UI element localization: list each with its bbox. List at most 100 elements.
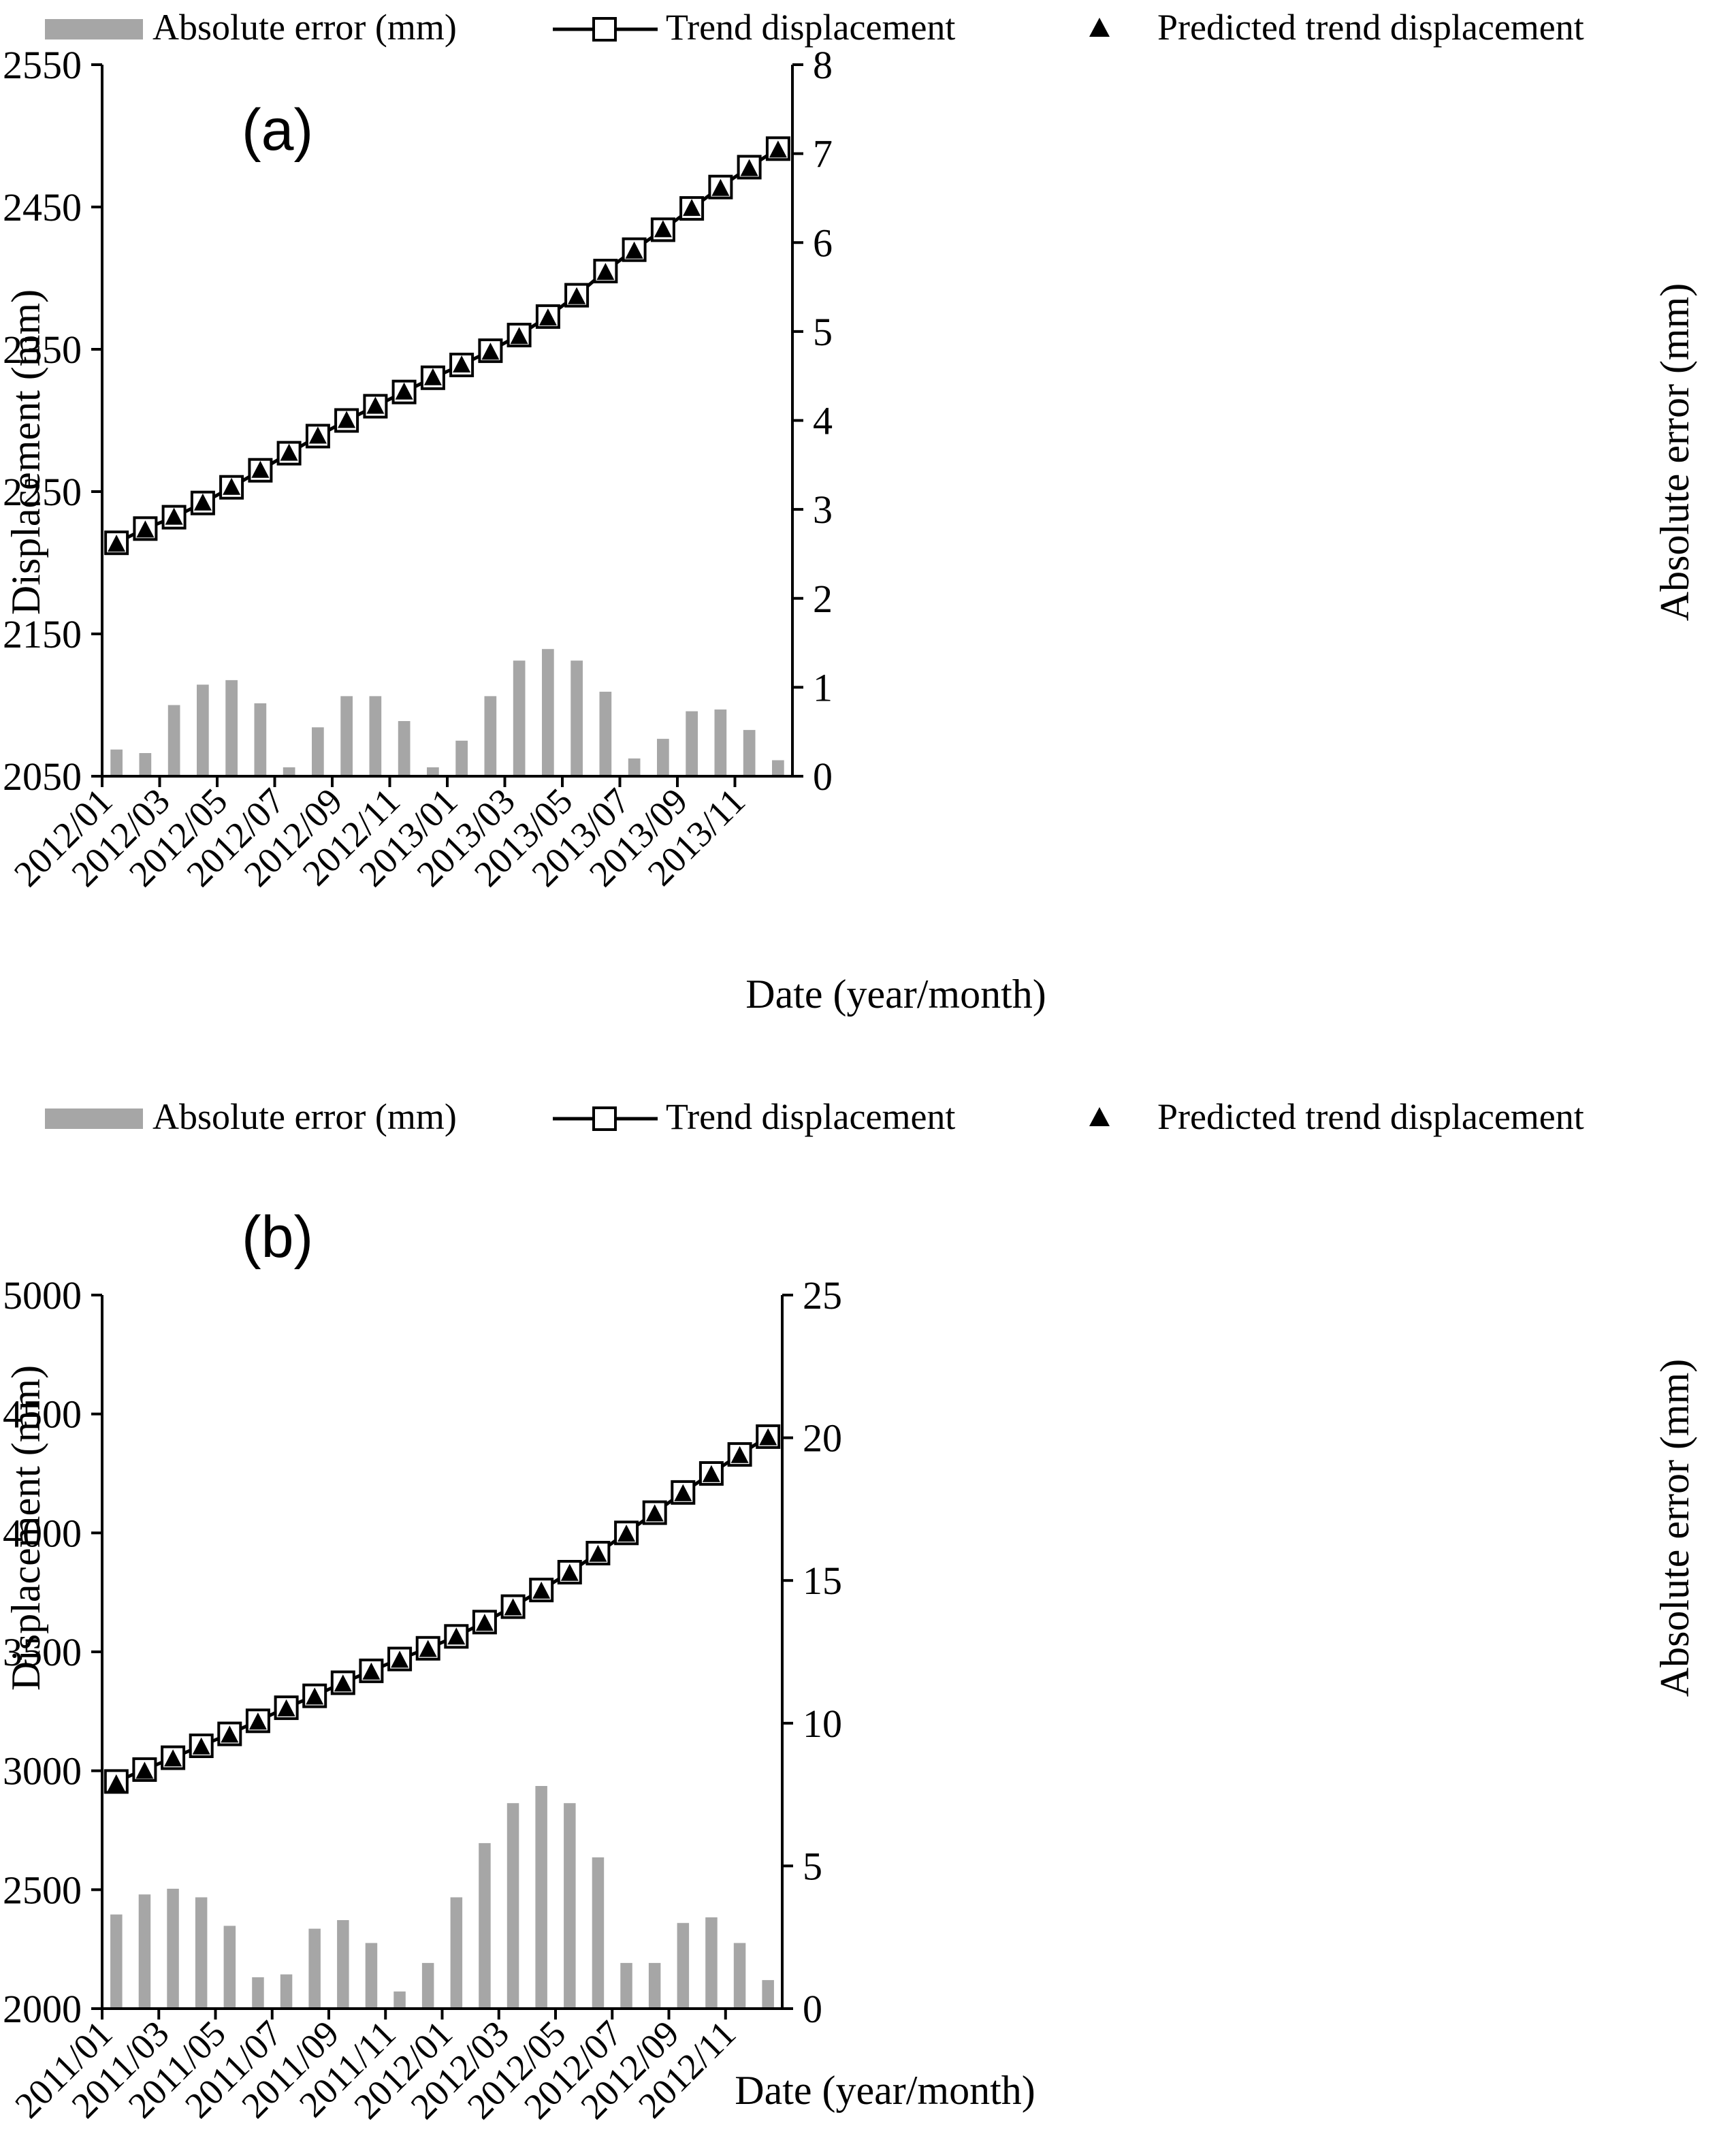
y-left-tick-label: 2250 [3,470,82,514]
error-bar [564,1803,576,2009]
predicted-marker [447,1627,466,1645]
y-right-tick-label: 3 [813,488,833,532]
error-bar [393,1991,406,2009]
predicted-marker [248,1712,267,1730]
error-bar [657,739,669,776]
x-axis-title: Date (year/month) [745,972,1046,1017]
error-bar [762,1980,774,2009]
predicted-marker [560,1563,579,1581]
predicted-marker [419,1640,437,1657]
predicted-marker [108,534,126,552]
predicted-marker [510,327,528,345]
predicted-marker [306,1687,324,1705]
predicted-marker [362,1662,381,1680]
predicted-marker [395,382,413,400]
chart-a: Absolute error (mm) Trend displacement P… [3,7,1697,1017]
error-bar [167,1888,179,2009]
legend-line-label: Trend displacement [666,1096,955,1137]
error-bar [223,1926,236,2009]
y-right-tick-label: 1 [813,665,833,709]
predicted-marker [136,520,155,538]
predicted-marker [135,1761,154,1779]
y-right-tick-label: 8 [813,43,833,87]
y-right-tick-label: 2 [813,577,833,621]
predicted-marker [645,1504,664,1522]
error-bar [252,1977,264,2009]
y-axis-right-title: Absolute error (mm) [1652,1359,1697,1697]
y-left-tick-label: 2450 [3,185,82,229]
predicted-marker [617,1525,636,1542]
predicted-marker [711,178,730,196]
panel-label: (a) [242,97,313,163]
y-left-tick-label: 2500 [3,1868,82,1912]
error-bar [479,1842,491,2009]
predicted-marker [481,342,500,360]
legend: Absolute error (mm) Trend displacement P… [45,1096,1584,1137]
error-bar [254,703,267,776]
legend-square-marker [592,17,617,42]
predicted-marker [164,1749,182,1767]
predicted-marker [223,477,241,495]
y-axis-left-title: Displacement (mm) [3,1365,48,1691]
y-left-tick-label: 2550 [3,43,82,87]
error-bar [312,727,324,776]
y-axis-right-title: Absolute error (mm) [1652,283,1697,622]
legend-bar-swatch [45,1108,143,1129]
error-bar [484,696,497,776]
error-bar [195,1897,208,2009]
predicted-marker [730,1446,749,1463]
error-bar [421,1962,434,2009]
predicted-marker [391,1650,409,1668]
legend-bar-label: Absolute error (mm) [152,7,457,48]
y-left-tick-label: 5000 [3,1273,82,1318]
predicted-marker [334,1674,352,1692]
error-bar [507,1803,519,2009]
error-bar [280,1974,293,2009]
error-bar [398,721,411,776]
error-bar [197,684,209,776]
error-bar [686,711,698,776]
chart-panel-b: Absolute error (mm) Trend displacement P… [0,1069,1736,2138]
legend-bar-swatch [45,19,143,39]
predicted-marker [251,460,270,478]
error-bar [340,696,353,776]
y-right-tick-label: 6 [813,221,833,265]
y-right-tick-label: 7 [813,132,833,176]
y-right-tick-label: 0 [803,1987,822,2031]
predicted-marker [366,396,385,414]
error-bar [167,705,180,776]
predicted-marker [221,1725,239,1743]
y-right-tick-label: 5 [803,1844,822,1888]
predicted-marker [453,355,471,372]
y-left-tick-label: 2000 [3,1987,82,2031]
legend: Absolute error (mm) Trend displacement P… [45,7,1584,48]
y-right-tick-label: 4 [813,399,833,443]
error-bar [599,691,612,776]
error-bar [542,649,554,776]
error-bar [677,1923,690,2009]
error-bar [535,1786,547,2009]
predicted-marker [740,159,758,176]
predicted-marker [702,1465,720,1482]
predicted-marker [423,368,442,385]
predicted-marker [674,1484,692,1501]
legend-triangle-marker [1089,1107,1110,1126]
legend-square-marker [592,1106,617,1131]
error-bar [139,753,152,776]
y-left-tick-label: 3000 [3,1749,82,1793]
error-bar [743,730,756,776]
error-bar [648,1962,661,2009]
y-left-tick-label: 3500 [3,1630,82,1674]
y-right-tick-label: 25 [803,1273,842,1318]
legend-bar-label: Absolute error (mm) [152,1096,457,1137]
y-left-tick-label: 2050 [3,754,82,799]
plot-area: 2000250030003500400045005000051015202520… [3,1273,842,2127]
predicted-marker [280,443,298,461]
predicted-marker [308,426,327,444]
y-right-tick-label: 0 [813,754,833,799]
predicted-marker [568,287,586,304]
plot-area: 2050215022502350245025500123456782012/01… [3,43,833,895]
predicted-marker [596,263,615,281]
error-bar [772,760,784,776]
error-bar [365,1943,378,2009]
